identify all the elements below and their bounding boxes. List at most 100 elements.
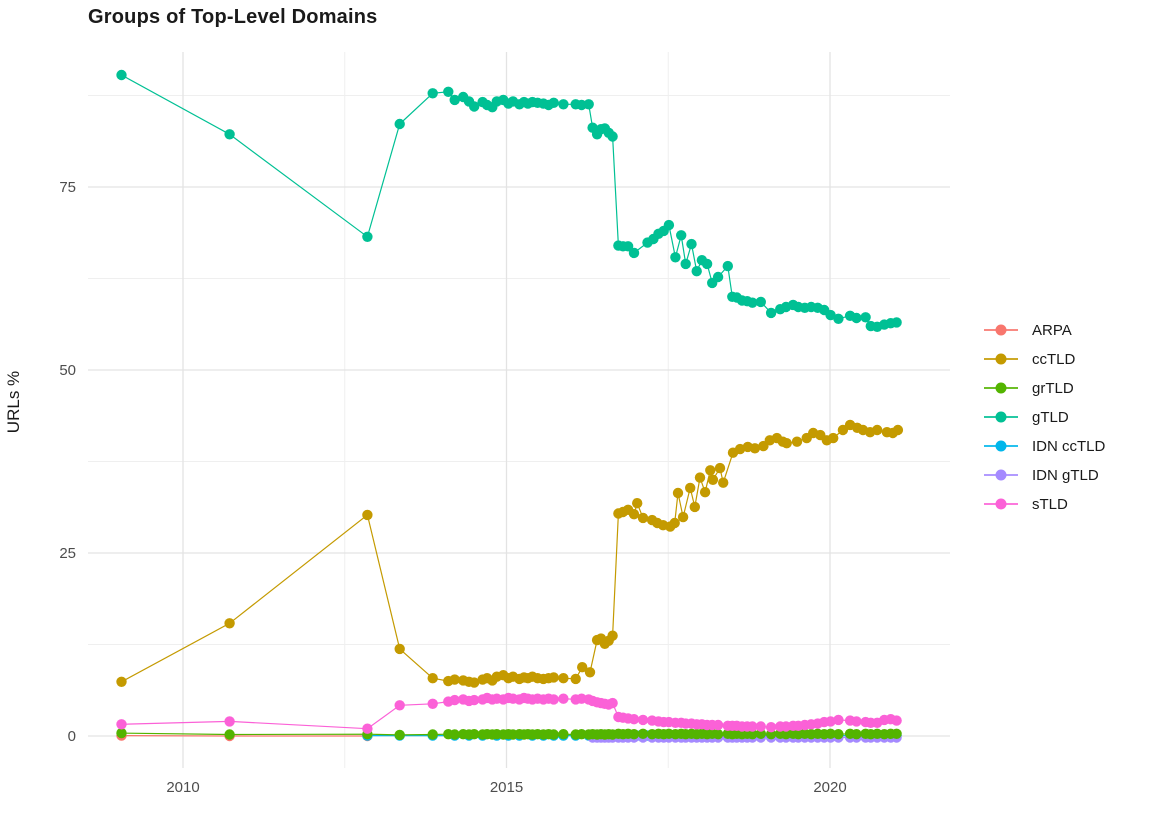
data-point-sTLD — [449, 694, 460, 706]
legend-item-ccTLD: ccTLD — [984, 349, 1105, 369]
data-point-sTLD — [607, 697, 618, 709]
data-point-sTLD — [224, 716, 235, 727]
data-point-gTLD — [443, 86, 454, 98]
x-tick-label: 2015 — [490, 779, 523, 796]
data-point-gTLD — [701, 258, 713, 270]
legend-label: IDN gTLD — [1032, 466, 1099, 484]
x-tick-label: 2010 — [166, 779, 199, 796]
y-tick-label: 75 — [59, 179, 76, 196]
data-point-sTLD — [891, 715, 902, 726]
data-point-gTLD — [427, 88, 438, 99]
data-point-gTLD — [583, 99, 594, 110]
legend-label: IDN ccTLD — [1032, 437, 1106, 455]
legend-label: sTLD — [1032, 495, 1068, 513]
data-point-sTLD — [755, 721, 766, 732]
data-point-ccTLD — [570, 673, 581, 685]
data-point-ccTLD — [707, 474, 719, 485]
data-point-grTLD — [637, 728, 649, 739]
data-point-ccTLD — [749, 443, 761, 454]
data-point-gTLD — [663, 219, 675, 231]
data-point-gTLD — [628, 247, 640, 259]
legend-item-IDN-gTLD: IDN gTLD — [984, 465, 1105, 485]
data-point-ccTLD — [828, 432, 839, 444]
data-point-ccTLD — [689, 501, 700, 513]
legend-item-gTLD: gTLD — [984, 407, 1105, 427]
data-point-grTLD — [891, 728, 902, 739]
legend-item-IDN-ccTLD: IDN ccTLD — [984, 436, 1105, 456]
series-line-ccTLD — [121, 424, 899, 684]
data-point-sTLD — [469, 694, 480, 706]
legend-label: grTLD — [1032, 379, 1074, 397]
data-point-sTLD — [637, 714, 649, 726]
data-point-ccTLD — [677, 511, 689, 523]
data-point-sTLD — [825, 716, 836, 727]
data-point-gTLD — [833, 313, 844, 324]
data-point-sTLD — [427, 698, 438, 709]
data-point-gTLD — [116, 69, 127, 81]
data-point-sTLD — [712, 719, 724, 731]
data-point-gTLD — [686, 238, 697, 250]
data-point-gTLD — [851, 312, 862, 324]
data-point-gTLD — [765, 307, 777, 319]
legend-key-icon — [984, 378, 1018, 398]
data-point-grTLD — [851, 729, 862, 740]
data-point-ccTLD — [224, 618, 235, 629]
data-point-gTLD — [680, 258, 691, 270]
data-point-sTLD — [548, 694, 559, 705]
legend-label: gTLD — [1032, 408, 1069, 426]
data-point-ccTLD — [714, 462, 726, 474]
legend: ARPA ccTLD grTLD gTLD IDN ccTLD IDN gTLD sTLD — [984, 320, 1105, 514]
x-tick-label: 2020 — [813, 779, 846, 796]
data-point-ccTLD — [791, 436, 803, 447]
data-point-gTLD — [607, 131, 618, 142]
data-point-ccTLD — [427, 673, 438, 684]
data-point-sTLD — [116, 719, 127, 730]
data-point-gTLD — [747, 297, 758, 308]
y-tick-label: 25 — [59, 545, 76, 562]
data-point-ccTLD — [837, 424, 849, 436]
y-tick-label: 50 — [59, 362, 76, 379]
data-point-ccTLD — [394, 643, 405, 655]
data-point-ccTLD — [628, 509, 640, 520]
data-point-grTLD — [469, 729, 480, 740]
data-point-ccTLD — [685, 482, 696, 494]
data-point-ccTLD — [558, 673, 569, 684]
data-point-sTLD — [628, 714, 640, 725]
data-point-gTLD — [469, 101, 480, 112]
data-point-gTLD — [755, 296, 766, 308]
legend-key-icon — [984, 436, 1018, 456]
data-point-gTLD — [722, 260, 733, 272]
data-point-sTLD — [558, 693, 569, 704]
data-point-grTLD — [755, 728, 766, 739]
series-line-gTLD — [121, 74, 897, 328]
legend-key-icon — [984, 349, 1018, 369]
data-point-sTLD — [394, 700, 405, 711]
data-point-sTLD — [362, 723, 373, 734]
legend-label: ccTLD — [1032, 350, 1076, 368]
data-point-sTLD — [747, 721, 758, 732]
legend-item-sTLD: sTLD — [984, 494, 1105, 514]
data-point-ccTLD — [116, 676, 127, 687]
data-point-ccTLD — [892, 424, 904, 436]
data-point-gTLD — [712, 271, 724, 283]
data-point-gTLD — [394, 118, 405, 130]
data-point-gTLD — [860, 312, 871, 323]
legend-key-icon — [984, 494, 1018, 514]
data-point-ccTLD — [718, 477, 729, 488]
data-point-grTLD — [427, 729, 438, 740]
data-point-grTLD — [548, 729, 559, 740]
data-point-grTLD — [833, 729, 844, 740]
data-point-ccTLD — [577, 662, 588, 673]
data-point-gTLD — [676, 230, 687, 241]
legend-key-icon — [984, 407, 1018, 427]
data-point-gTLD — [891, 317, 902, 328]
legend-item-ARPA: ARPA — [984, 320, 1105, 340]
data-point-gTLD — [691, 266, 702, 277]
data-point-grTLD — [449, 729, 460, 740]
data-point-ccTLD — [705, 465, 716, 476]
data-point-grTLD — [394, 729, 405, 741]
data-point-grTLD — [825, 728, 836, 739]
data-point-ccTLD — [781, 438, 792, 449]
data-point-gTLD — [825, 309, 836, 321]
